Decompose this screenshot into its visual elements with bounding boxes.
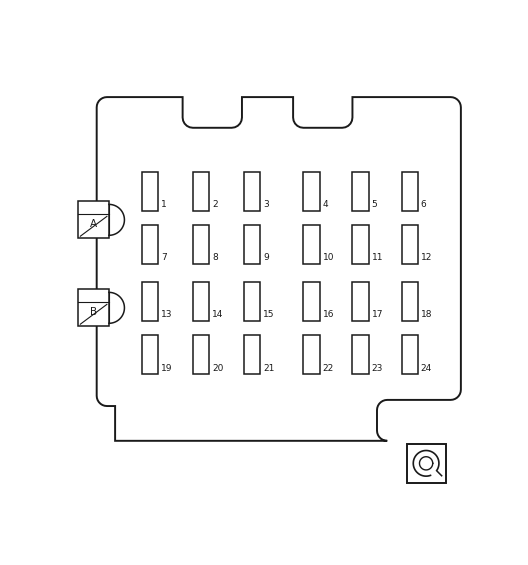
Bar	[193, 172, 209, 211]
Bar	[142, 225, 158, 264]
Bar	[401, 336, 418, 375]
Text: 19: 19	[161, 364, 173, 373]
Bar	[401, 282, 418, 321]
Text: 16: 16	[323, 311, 334, 319]
Bar	[401, 225, 418, 264]
Bar	[303, 282, 320, 321]
Bar	[244, 336, 260, 375]
Text: 8: 8	[212, 253, 218, 262]
Bar	[78, 289, 109, 326]
Text: B: B	[90, 307, 97, 316]
Text: 2: 2	[212, 200, 218, 209]
Bar	[303, 172, 320, 211]
Text: 15: 15	[263, 311, 275, 319]
Bar	[353, 336, 369, 375]
Text: 5: 5	[372, 200, 378, 209]
Bar	[244, 225, 260, 264]
Text: 23: 23	[372, 364, 383, 373]
Text: 14: 14	[212, 311, 223, 319]
Text: A: A	[90, 219, 97, 228]
Bar	[407, 444, 446, 483]
Text: 3: 3	[263, 200, 269, 209]
Text: 10: 10	[323, 253, 334, 262]
Bar	[353, 172, 369, 211]
Text: 12: 12	[421, 253, 432, 262]
Text: 24: 24	[421, 364, 432, 373]
Bar	[303, 336, 320, 375]
Bar	[401, 172, 418, 211]
Bar	[244, 172, 260, 211]
Bar	[193, 225, 209, 264]
Bar	[142, 172, 158, 211]
Text: 18: 18	[421, 311, 432, 319]
Bar	[193, 336, 209, 375]
Text: 22: 22	[323, 364, 334, 373]
Bar	[142, 282, 158, 321]
Bar	[78, 202, 109, 238]
Text: 7: 7	[161, 253, 167, 262]
Bar	[353, 282, 369, 321]
Text: 6: 6	[421, 200, 427, 209]
Bar	[353, 225, 369, 264]
Text: 4: 4	[323, 200, 328, 209]
Bar	[244, 282, 260, 321]
Text: 13: 13	[161, 311, 173, 319]
Bar	[303, 225, 320, 264]
Text: 9: 9	[263, 253, 269, 262]
Text: 17: 17	[372, 311, 383, 319]
Text: 1: 1	[161, 200, 167, 209]
Bar	[142, 336, 158, 375]
Text: 11: 11	[372, 253, 383, 262]
Bar	[193, 282, 209, 321]
Text: 21: 21	[263, 364, 275, 373]
Text: 20: 20	[212, 364, 223, 373]
